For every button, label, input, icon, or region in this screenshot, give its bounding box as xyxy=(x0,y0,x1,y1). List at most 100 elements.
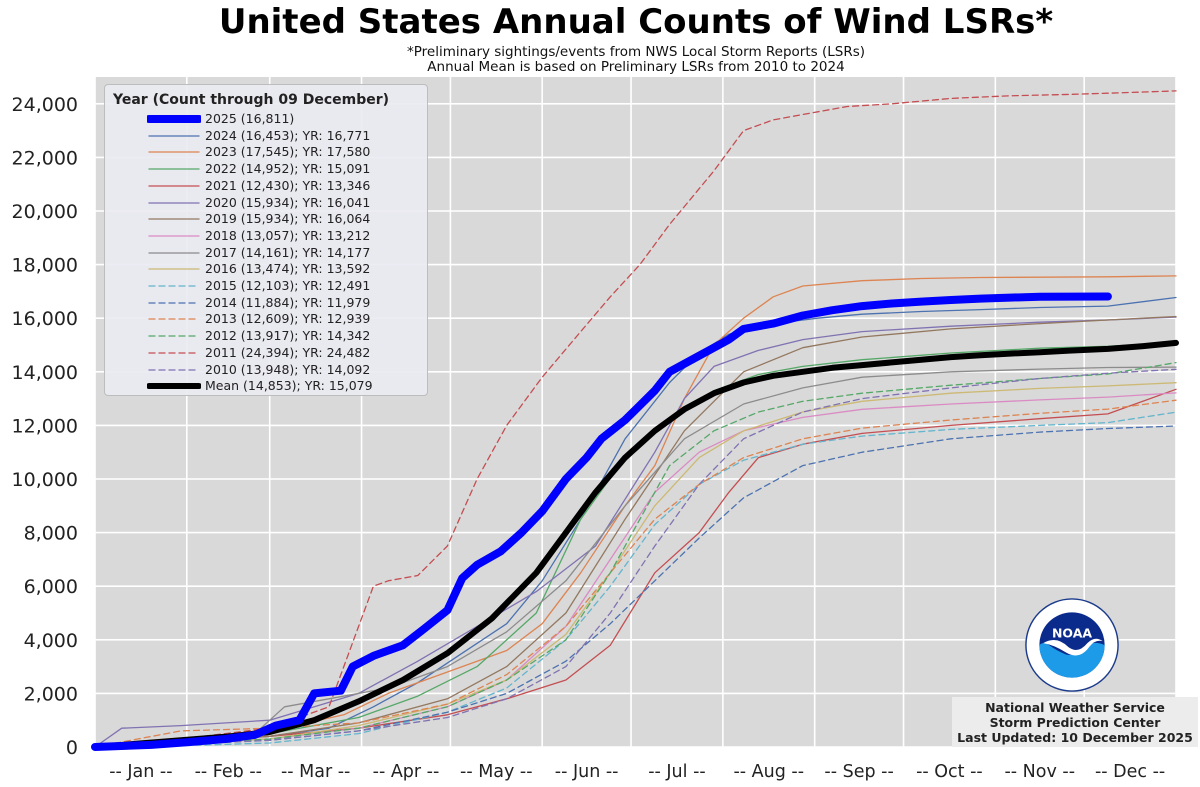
x-tick-label: -- Oct -- xyxy=(916,762,983,782)
legend-item: 2010 (13,948); YR: 14,092 xyxy=(105,362,425,378)
legend-label: 2010 (13,948); YR: 14,092 xyxy=(205,361,371,377)
y-tick-label: 4,000 xyxy=(24,630,78,652)
legend-swatch xyxy=(147,383,201,390)
x-tick-label: -- Feb -- xyxy=(195,762,262,782)
legend-label: Mean (14,853); YR: 15,079 xyxy=(205,378,373,394)
legend-item: 2025 (16,811) xyxy=(105,111,425,127)
legend-swatch xyxy=(148,251,200,254)
series-line xyxy=(92,339,1179,750)
y-tick-label: 18,000 xyxy=(12,255,78,277)
y-tick-label: 14,000 xyxy=(12,362,78,384)
legend-label: 2022 (14,952); YR: 15,091 xyxy=(205,161,371,177)
credit-line-1: National Weather Service xyxy=(985,700,1165,715)
chart-subtitle-line-2: Annual Mean is based on Preliminary LSRs… xyxy=(427,59,845,75)
y-axis: 0 2,000 4,000 6,000 8,000 10,000 12,000 14,000 1… xyxy=(12,94,78,759)
legend-item: 2018 (13,057); YR: 13,212 xyxy=(105,228,425,244)
legend-label: 2019 (15,934); YR: 16,064 xyxy=(205,211,371,227)
chart-subtitle-line-1: *Preliminary sightings/events from NWS L… xyxy=(407,44,865,60)
legend-label: 2024 (16,453); YR: 16,771 xyxy=(205,127,371,143)
legend-item: 2011 (24,394); YR: 24,482 xyxy=(105,345,425,361)
legend-label: 2025 (16,811) xyxy=(205,111,295,126)
series-line xyxy=(94,411,1177,748)
y-tick-label: 12,000 xyxy=(12,415,78,437)
x-tick-label: -- May -- xyxy=(460,762,533,782)
series-lines xyxy=(91,90,1179,751)
legend-swatch xyxy=(148,318,200,321)
legend-item: 2019 (15,934); YR: 16,064 xyxy=(105,211,425,227)
series-line xyxy=(94,366,1177,748)
legend-swatch xyxy=(148,268,200,270)
x-tick-label: -- Jun -- xyxy=(555,762,619,782)
legend-label: 2018 (13,057); YR: 13,212 xyxy=(205,227,371,243)
x-axis: -- Jan -- -- Feb -- -- Mar -- -- Apr -- -- M… xyxy=(109,762,1165,782)
legend-item: 2015 (12,103); YR: 12,491 xyxy=(105,278,425,294)
x-tick-label: -- Aug -- xyxy=(733,762,804,782)
credit-line-2: Storm Prediction Center xyxy=(989,715,1161,730)
legend-item: 2020 (15,934); YR: 16,041 xyxy=(105,195,425,211)
legend-label: 2013 (12,609); YR: 12,939 xyxy=(205,311,371,327)
legend-swatch xyxy=(148,185,200,187)
noaa-logo-text: NOAA xyxy=(1052,625,1092,640)
legend-label: 2016 (13,474); YR: 13,592 xyxy=(205,261,371,277)
legend-label: 2011 (24,394); YR: 24,482 xyxy=(205,344,371,360)
series-line xyxy=(94,368,1177,748)
series-line xyxy=(91,292,1112,751)
x-tick-label: -- Dec -- xyxy=(1095,762,1165,782)
series-line xyxy=(94,399,1177,748)
legend-swatch xyxy=(148,135,200,137)
legend-swatch xyxy=(148,168,200,170)
legend-label: 2017 (14,161); YR: 14,177 xyxy=(205,244,371,260)
legend-swatch xyxy=(148,201,200,204)
legend-label: 2023 (17,545); YR: 17,580 xyxy=(205,144,371,160)
legend: Year (Count through 09 December) 2025 (1… xyxy=(104,84,428,396)
legend-label: 2012 (13,917); YR: 14,342 xyxy=(205,328,371,344)
y-tick-label: 22,000 xyxy=(12,147,78,169)
chart-title: United States Annual Counts of Wind LSRs… xyxy=(218,2,1054,42)
y-tick-label: 16,000 xyxy=(12,308,78,330)
legend-swatch xyxy=(148,235,200,237)
series-line xyxy=(94,275,1177,748)
series-line xyxy=(94,315,1177,748)
y-tick-label: 2,000 xyxy=(24,683,78,705)
legend-swatch xyxy=(148,368,200,371)
legend-label: 2021 (12,430); YR: 13,346 xyxy=(205,177,371,193)
legend-label: 2014 (11,884); YR: 11,979 xyxy=(205,294,371,310)
x-tick-label: -- Mar -- xyxy=(281,762,350,782)
legend-item: 2012 (13,917); YR: 14,342 xyxy=(105,328,425,344)
legend-item: 2017 (14,161); YR: 14,177 xyxy=(105,245,425,261)
legend-swatch xyxy=(148,285,200,287)
legend-title: Year (Count through 09 December) xyxy=(113,92,390,108)
legend-item: 2022 (14,952); YR: 15,091 xyxy=(105,161,425,177)
y-tick-label: 0 xyxy=(66,737,78,759)
series-line xyxy=(94,296,1177,748)
legend-item: 2021 (12,430); YR: 13,346 xyxy=(105,178,425,194)
legend-swatch xyxy=(147,115,201,123)
legend-swatch xyxy=(148,151,200,154)
credit-box: National Weather Service Storm Predictio… xyxy=(952,697,1198,747)
legend-item: Mean (14,853); YR: 15,079 xyxy=(105,378,425,394)
x-tick-label: -- Apr -- xyxy=(373,762,440,782)
noaa-logo-icon: NOAA xyxy=(1025,598,1119,692)
x-tick-label: -- Sep -- xyxy=(824,762,893,782)
credit-line-3: Last Updated: 10 December 2025 xyxy=(957,730,1193,745)
legend-item: 2024 (16,453); YR: 16,771 xyxy=(105,128,425,144)
x-tick-label: -- Jan -- xyxy=(109,762,172,782)
y-tick-label: 24,000 xyxy=(12,94,78,116)
legend-swatch xyxy=(148,335,200,337)
legend-item: 2023 (17,545); YR: 17,580 xyxy=(105,144,425,160)
y-tick-label: 6,000 xyxy=(24,576,78,598)
legend-swatch xyxy=(148,218,200,220)
x-tick-label: -- Nov -- xyxy=(1004,762,1075,782)
series-line xyxy=(94,382,1177,748)
y-tick-label: 20,000 xyxy=(12,201,78,223)
x-tick-label: -- Jul -- xyxy=(648,762,706,782)
y-tick-label: 10,000 xyxy=(12,469,78,491)
legend-item: 2016 (13,474); YR: 13,592 xyxy=(105,261,425,277)
legend-label: 2015 (12,103); YR: 12,491 xyxy=(205,278,371,293)
series-line xyxy=(94,361,1177,748)
legend-swatch xyxy=(148,302,200,304)
legend-item: 2014 (11,884); YR: 11,979 xyxy=(105,295,425,311)
legend-swatch xyxy=(148,352,200,354)
legend-item: 2013 (12,609); YR: 12,939 xyxy=(105,311,425,327)
y-tick-label: 8,000 xyxy=(24,523,78,545)
